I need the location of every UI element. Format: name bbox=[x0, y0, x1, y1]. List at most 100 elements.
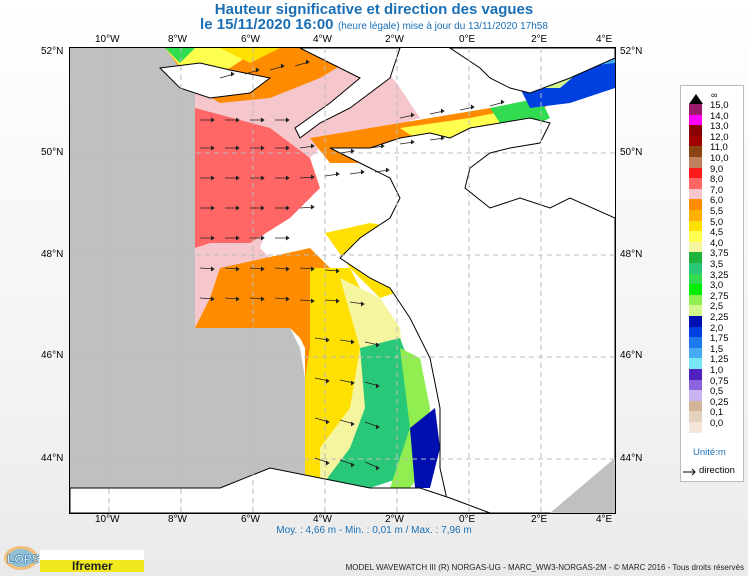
legend-swatch bbox=[689, 337, 702, 348]
y-tick: 50°N bbox=[41, 147, 64, 158]
y-tick: 52°N bbox=[41, 46, 64, 57]
legend-item: 2,0 bbox=[689, 323, 743, 338]
y-tick: 48°N bbox=[620, 249, 643, 260]
legend-swatch bbox=[689, 167, 702, 179]
legend-item: 0,0 bbox=[689, 418, 743, 433]
y-tick: 44°N bbox=[41, 453, 64, 464]
legend-item: 0,1 bbox=[689, 407, 743, 422]
legend-item: 2,75 bbox=[689, 291, 743, 306]
legend-item: 0,75 bbox=[689, 376, 743, 391]
y-tick: 52°N bbox=[620, 46, 643, 57]
x-tick: 2°E bbox=[531, 514, 548, 525]
x-tick: 4°E bbox=[596, 514, 613, 525]
legend-item: 15,0 bbox=[689, 100, 743, 115]
legend-swatch bbox=[689, 379, 702, 391]
x-tick: 2°E bbox=[531, 34, 548, 45]
legend-item: 8,0 bbox=[689, 174, 743, 189]
y-tick: 50°N bbox=[620, 147, 643, 158]
legend-infinity-label: ∞ bbox=[711, 90, 718, 100]
legend-item: 0,25 bbox=[689, 397, 743, 412]
stats-summary: Moy. : 4,66 m - Min. : 0,01 m / Max. : 7… bbox=[276, 525, 472, 536]
x-tick: 4°E bbox=[596, 34, 613, 45]
legend-swatch bbox=[689, 411, 702, 422]
legend-swatch bbox=[689, 326, 702, 338]
x-tick: 10°W bbox=[95, 34, 120, 45]
x-tick: 2°W bbox=[385, 34, 404, 45]
legend-swatch bbox=[689, 369, 702, 380]
legend-item: 2,25 bbox=[689, 312, 743, 327]
legend-item: 10,0 bbox=[689, 153, 743, 168]
direction-arrow-icon bbox=[683, 468, 696, 476]
svg-text:LOPS: LOPS bbox=[7, 552, 39, 566]
legend-swatch bbox=[689, 263, 702, 274]
legend-item: 3,25 bbox=[689, 270, 743, 285]
x-tick: 8°W bbox=[168, 34, 187, 45]
legend-swatch bbox=[689, 157, 702, 168]
legend-item: 1,75 bbox=[689, 333, 743, 348]
wave-height-map[interactable] bbox=[69, 47, 616, 514]
legend-item: 1,5 bbox=[689, 344, 743, 359]
legend-swatch bbox=[689, 390, 702, 401]
lops-logo: LOPS bbox=[3, 545, 40, 571]
legend-swatch bbox=[689, 104, 702, 115]
legend-swatch bbox=[689, 305, 702, 316]
legend-item: 9,0 bbox=[689, 164, 743, 179]
y-tick: 48°N bbox=[41, 249, 64, 260]
legend-swatch bbox=[689, 400, 702, 412]
x-tick: 0°E bbox=[459, 514, 476, 525]
legend-swatch bbox=[689, 188, 702, 200]
forecast-date: le 15/11/2020 16:00 bbox=[200, 16, 334, 33]
legend-item: 5,5 bbox=[689, 206, 743, 221]
lops-logo-icon: LOPS bbox=[4, 546, 40, 570]
y-tick: 46°N bbox=[620, 350, 643, 361]
legend-item: 2,5 bbox=[689, 301, 743, 316]
legend-item: 1,25 bbox=[689, 354, 743, 369]
x-tick: 4°W bbox=[313, 514, 332, 525]
legend-unit: Unité:m bbox=[693, 447, 726, 458]
x-tick: 2°W bbox=[385, 514, 404, 525]
legend-item: 0,5 bbox=[689, 386, 743, 401]
legend-swatch bbox=[689, 252, 702, 263]
x-tick: 8°W bbox=[168, 514, 187, 525]
legend-item: 13,0 bbox=[689, 121, 743, 136]
legend-item: 3,75 bbox=[689, 248, 743, 263]
legend-swatch bbox=[689, 284, 702, 295]
legend-swatch bbox=[689, 125, 702, 136]
legend-swatch bbox=[689, 114, 702, 126]
legend-swatch bbox=[689, 358, 702, 369]
update-info: (heure légale) mise à jour du 13/11/2020… bbox=[337, 21, 548, 32]
legend-swatch bbox=[689, 220, 702, 232]
legend-swatch bbox=[689, 316, 702, 327]
map-subtitle: le 15/11/2020 16:00 (heure légale) mise … bbox=[0, 16, 748, 35]
legend-swatch bbox=[689, 135, 702, 147]
legend-item: 6,0 bbox=[689, 195, 743, 210]
x-tick: 6°W bbox=[241, 34, 260, 45]
legend-item: 11,0 bbox=[689, 142, 743, 157]
legend-item: 12,0 bbox=[689, 132, 743, 147]
legend-swatch bbox=[689, 178, 702, 189]
legend-swatch bbox=[689, 231, 702, 242]
ifremer-logo: Ifremer bbox=[40, 550, 144, 573]
ifremer-bar bbox=[40, 560, 144, 572]
legend-swatch bbox=[689, 273, 702, 285]
legend-item: 3,0 bbox=[689, 280, 743, 295]
x-tick: 4°W bbox=[313, 34, 332, 45]
legend-item: 4,0 bbox=[689, 238, 743, 253]
legend-swatch bbox=[689, 422, 702, 433]
legend-overflow-arrow-icon bbox=[689, 94, 703, 104]
ifremer-text: Ifremer bbox=[72, 559, 113, 573]
legend-swatch bbox=[689, 347, 702, 359]
legend-item: 1,0 bbox=[689, 365, 743, 380]
legend-item: 3,5 bbox=[689, 259, 743, 274]
legend-item: 5,0 bbox=[689, 217, 743, 232]
map-canvas bbox=[70, 48, 615, 513]
legend-swatch bbox=[689, 146, 702, 157]
x-tick: 0°E bbox=[459, 34, 476, 45]
legend-item: 14,0 bbox=[689, 111, 743, 126]
legend-swatch bbox=[689, 199, 702, 210]
x-tick: 10°W bbox=[95, 514, 120, 525]
legend-swatch bbox=[689, 210, 702, 221]
legend-swatch bbox=[689, 294, 702, 306]
y-tick: 44°N bbox=[620, 453, 643, 464]
color-legend: ∞ 15,0 14,0 13,0 12,0 11,0 10,0 9,0 8,0 … bbox=[680, 85, 744, 482]
